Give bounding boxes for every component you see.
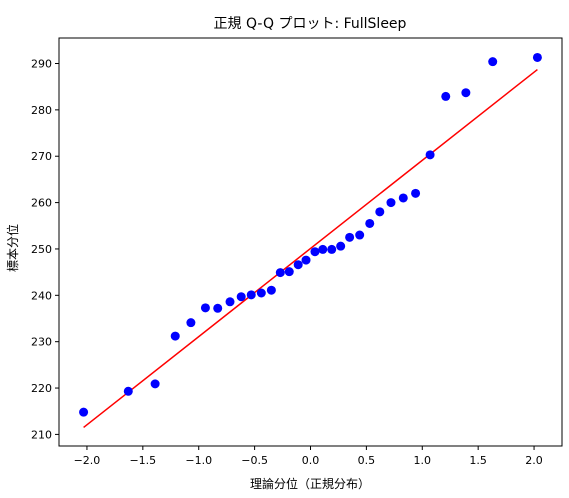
data-point bbox=[425, 150, 435, 160]
data-point bbox=[310, 247, 320, 257]
data-point bbox=[275, 268, 285, 278]
y-axis-label: 標本分位 bbox=[5, 224, 20, 272]
data-point bbox=[345, 232, 355, 242]
y-tick-label: 280 bbox=[31, 104, 52, 117]
y-tick-label: 270 bbox=[31, 150, 52, 163]
y-tick-label: 220 bbox=[31, 382, 52, 395]
data-point bbox=[441, 91, 451, 101]
y-tick-label: 240 bbox=[31, 289, 52, 302]
x-tick-label: −2.0 bbox=[74, 454, 101, 467]
data-point bbox=[200, 303, 210, 313]
reference-line bbox=[83, 68, 538, 429]
x-tick-label: −0.5 bbox=[241, 454, 268, 467]
chart-title: 正規 Q-Q プロット: FullSleep bbox=[214, 16, 407, 32]
data-point bbox=[236, 292, 246, 302]
data-point bbox=[318, 244, 328, 254]
data-point bbox=[123, 386, 133, 396]
x-tick-label: −1.5 bbox=[129, 454, 156, 467]
plot-frame bbox=[58, 37, 563, 447]
data-point bbox=[365, 218, 375, 228]
data-point bbox=[256, 288, 266, 298]
data-point bbox=[461, 88, 471, 98]
x-tick-label: 1.5 bbox=[469, 454, 487, 467]
data-point bbox=[170, 331, 180, 341]
data-point bbox=[488, 57, 498, 67]
data-point bbox=[375, 207, 385, 217]
y-tick-label: 290 bbox=[31, 58, 52, 71]
y-tick-label: 210 bbox=[31, 428, 52, 441]
data-point bbox=[225, 297, 235, 307]
data-point bbox=[284, 267, 294, 277]
y-tick-label: 230 bbox=[31, 336, 52, 349]
data-point bbox=[246, 290, 256, 300]
x-tick-label: −1.0 bbox=[185, 454, 212, 467]
y-tick-label: 260 bbox=[31, 197, 52, 210]
data-point bbox=[327, 244, 337, 254]
x-axis: −2.0 −1.5 −1.0 −0.5 0.0 0.5 1.0 1.5 2.0 bbox=[74, 446, 543, 467]
data-point bbox=[355, 230, 365, 240]
data-point bbox=[266, 285, 276, 295]
x-tick-label: 0.5 bbox=[358, 454, 376, 467]
x-tick-label: 2.0 bbox=[525, 454, 543, 467]
data-point bbox=[386, 198, 396, 208]
data-point bbox=[411, 188, 421, 198]
data-point bbox=[532, 52, 542, 62]
plot-area bbox=[58, 37, 563, 447]
y-axis: 210 220 230 240 250 260 270 280 290 bbox=[31, 58, 59, 441]
x-tick-label: 0.0 bbox=[302, 454, 320, 467]
data-point bbox=[336, 241, 346, 251]
x-tick-label: 1.0 bbox=[414, 454, 432, 467]
x-axis-label: 理論分位（正規分布） bbox=[250, 476, 370, 491]
data-point bbox=[186, 318, 196, 328]
data-point bbox=[301, 255, 311, 265]
data-point bbox=[213, 303, 223, 313]
data-point bbox=[398, 193, 408, 203]
data-point bbox=[79, 407, 89, 417]
y-tick-label: 250 bbox=[31, 243, 52, 256]
data-point bbox=[150, 379, 160, 389]
data-point bbox=[293, 260, 303, 270]
